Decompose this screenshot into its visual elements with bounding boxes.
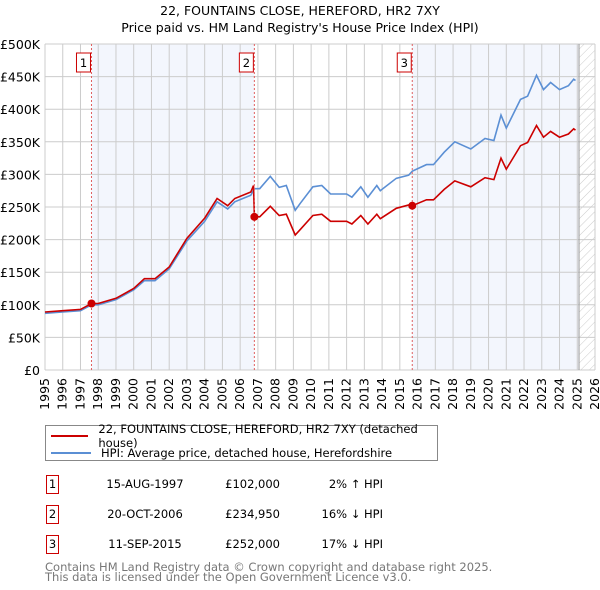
- y-tick-label: £0: [24, 363, 40, 378]
- x-tick-label: 2014: [374, 378, 389, 410]
- x-tick-label: 2026: [587, 378, 600, 410]
- sale-date: 15-AUG-1997: [106, 477, 184, 491]
- x-tick-label: 2000: [126, 378, 141, 410]
- x-tick-label: 2004: [197, 378, 212, 410]
- x-tick-label: 1995: [37, 378, 52, 410]
- sale-marker-badge: 2: [46, 505, 59, 524]
- sale-date: 11-SEP-2015: [108, 537, 182, 551]
- y-tick-label: £300K: [0, 167, 41, 182]
- x-tick-label: 2012: [339, 378, 354, 410]
- sale-hpi-diff: 2% ↑ HPI: [328, 477, 383, 491]
- sale-label-box: [396, 52, 412, 73]
- sale-label: 3: [401, 56, 408, 70]
- legend-item-property: 22, FOUNTAINS CLOSE, HEREFORD, HR2 7XY (…: [46, 422, 437, 450]
- y-tick-label: £400K: [0, 102, 41, 117]
- legend-swatch-blue: [51, 452, 91, 454]
- series-line: [44, 123, 576, 313]
- sale-point: [250, 212, 259, 221]
- x-tick-label: 2023: [534, 378, 549, 410]
- x-tick-label: 2015: [392, 378, 407, 410]
- legend-label: 22, FOUNTAINS CLOSE, HEREFORD, HR2 7XY (…: [98, 422, 418, 450]
- y-tick-label: £200K: [0, 233, 41, 248]
- price-chart: 22, FOUNTAINS CLOSE, HEREFORD, HR2 7XY P…: [0, 3, 600, 410]
- x-tick-label: 2007: [250, 378, 265, 410]
- x-tick-label: 1999: [108, 378, 123, 410]
- x-tick-label: 2022: [516, 378, 531, 410]
- x-tick-label: 2017: [427, 378, 442, 410]
- legend-item-hpi: HPI: Average price, detached house, Here…: [46, 445, 392, 461]
- transaction-row: 1 15-AUG-1997 £102,000 2% ↑ HPI: [45, 475, 425, 497]
- x-tick-label: 2002: [161, 378, 176, 410]
- transaction-row: 3 11-SEP-2015 £252,000 17% ↓ HPI: [45, 535, 425, 557]
- x-tick-label: 2009: [285, 378, 300, 410]
- chart-title: 22, FOUNTAINS CLOSE, HEREFORD, HR2 7XY: [160, 3, 440, 18]
- sale-hpi-diff: 17% ↓ HPI: [321, 537, 383, 551]
- x-tick-label: 1996: [55, 378, 70, 410]
- x-tick-label: 2010: [303, 378, 318, 410]
- x-tick-label: 2006: [232, 378, 247, 410]
- sale-price: £252,000: [225, 537, 280, 551]
- x-tick-label: 2008: [268, 378, 283, 410]
- sale-price: £102,000: [225, 477, 280, 491]
- sale-point: [87, 299, 96, 308]
- footer-licence: This data is licensed under the Open Gov…: [45, 570, 412, 584]
- sale-marker-badge: 1: [46, 475, 59, 494]
- y-tick-label: £450K: [0, 70, 41, 85]
- sale-label: 2: [243, 56, 250, 70]
- x-tick-label: 2020: [481, 378, 496, 410]
- y-tick-label: £50K: [8, 330, 41, 345]
- sale-price: £234,950: [225, 507, 280, 521]
- legend-swatch-red: [51, 435, 89, 437]
- x-tick-label: 2011: [321, 378, 336, 410]
- series-line: [44, 73, 576, 315]
- y-tick-label: £350K: [0, 135, 41, 150]
- x-tick-label: 2024: [552, 378, 567, 410]
- x-tick-label: 2005: [214, 378, 229, 410]
- legend: 22, FOUNTAINS CLOSE, HEREFORD, HR2 7XY (…: [45, 422, 438, 461]
- sale-label: 1: [80, 56, 87, 70]
- sale-label-box: [75, 52, 91, 73]
- sale-marker-badge: 3: [46, 535, 59, 554]
- x-tick-label: 2013: [356, 378, 371, 410]
- sale-hpi-diff: 16% ↓ HPI: [321, 507, 383, 521]
- x-tick-label: 2021: [498, 378, 513, 410]
- chart-subtitle: Price paid vs. HM Land Registry's House …: [121, 20, 478, 35]
- y-tick-label: £250K: [0, 200, 41, 215]
- sale-date: 20-OCT-2006: [107, 507, 183, 521]
- sale-label-box: [238, 52, 254, 73]
- y-tick-label: £100K: [0, 298, 41, 313]
- x-tick-label: 2025: [569, 378, 584, 410]
- x-tick-label: 2001: [143, 378, 158, 410]
- x-tick-label: 2003: [179, 378, 194, 410]
- x-tick-label: 2018: [445, 378, 460, 410]
- footer-copyright: Contains HM Land Registry data © Crown c…: [45, 560, 493, 574]
- x-tick-label: 1998: [90, 378, 105, 410]
- transaction-row: 2 20-OCT-2006 £234,950 16% ↓ HPI: [45, 505, 425, 527]
- x-tick-label: 2016: [410, 378, 425, 410]
- y-tick-label: £500K: [0, 37, 41, 52]
- y-tick-label: £150K: [0, 265, 41, 280]
- x-tick-label: 2019: [463, 378, 478, 410]
- legend-label: HPI: Average price, detached house, Here…: [101, 446, 393, 460]
- x-tick-label: 1997: [72, 378, 87, 410]
- sale-point: [408, 201, 417, 210]
